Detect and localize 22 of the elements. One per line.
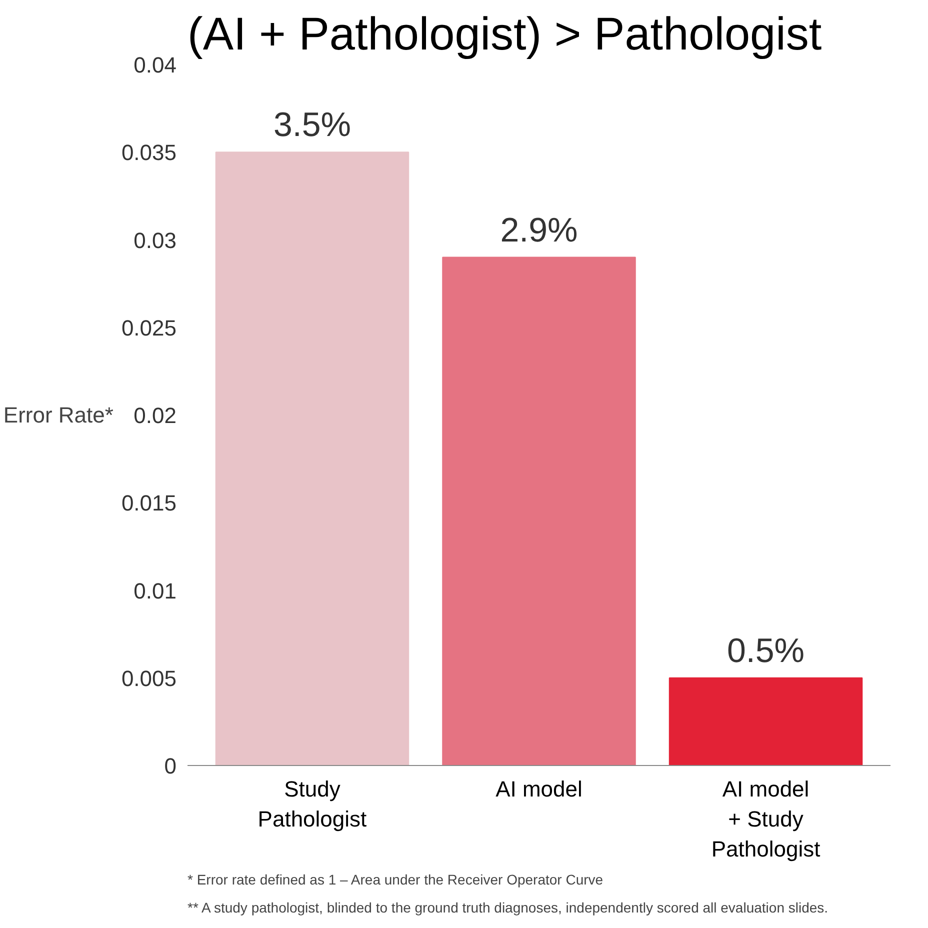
y-tick-label: 0 <box>164 754 177 778</box>
y-tick-label: 0.02 <box>134 403 177 428</box>
y-tick-label: 0.025 <box>121 315 177 340</box>
y-tick-label: 0.035 <box>121 140 177 166</box>
bar <box>215 152 410 766</box>
x-tick-label: Study Pathologist <box>258 776 367 832</box>
chart-title: (AI + Pathologist) > Pathologist <box>188 8 822 60</box>
bar <box>668 677 863 766</box>
data-label: 3.5% <box>273 106 351 144</box>
bar <box>442 256 636 766</box>
y-tick-label: 0.005 <box>121 666 177 691</box>
y-tick-label: 0.04 <box>134 52 177 78</box>
data-label: 2.9% <box>500 211 578 250</box>
text: * Error rate defined as 1 – Area under the Receiver Operator Curve <box>188 872 604 888</box>
y-axis-title: Error Rate* <box>3 402 114 428</box>
x-tick-label: AI model <box>496 776 582 802</box>
data-label: 0.5% <box>727 632 805 670</box>
y-tick-label: 0.015 <box>121 490 177 516</box>
text: ** A study pathologist, blinded to the ground truth diagnoses, independently scored all evaluation slides. <box>188 900 828 916</box>
x-tick-label: AI model + Study Pathologist <box>711 776 820 862</box>
y-tick-label: 0.01 <box>134 578 177 604</box>
y-tick-label: 0.03 <box>134 228 177 253</box>
